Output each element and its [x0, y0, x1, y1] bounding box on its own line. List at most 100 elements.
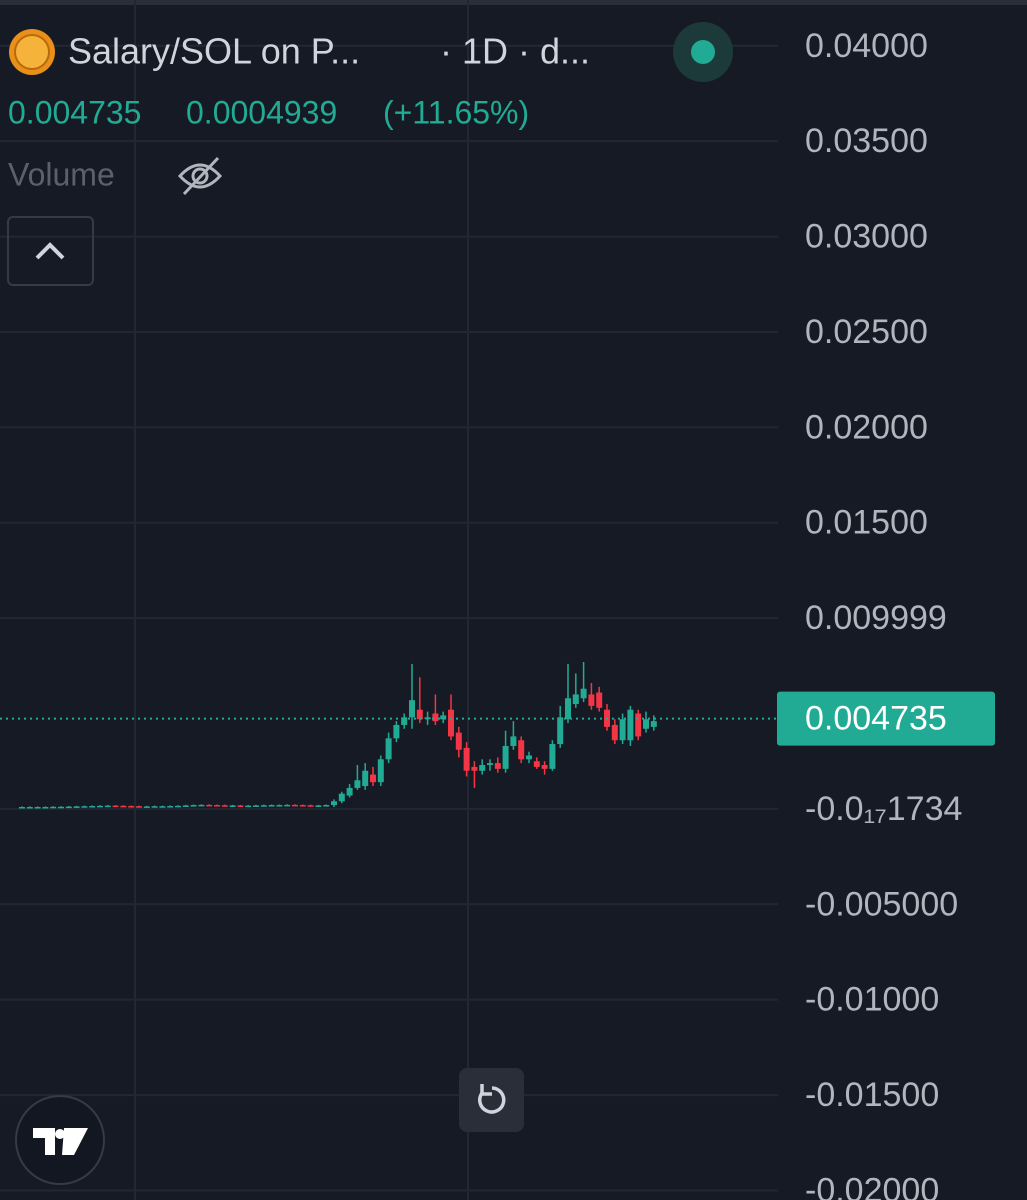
candle-body — [510, 736, 517, 746]
candle-body — [198, 804, 205, 807]
candle-body — [214, 805, 220, 807]
candle-body — [175, 805, 181, 808]
candle-body — [237, 805, 244, 807]
candle-body — [34, 806, 41, 809]
candle-body — [65, 806, 72, 809]
candle-body — [502, 745, 509, 769]
last-price: 0.004735 — [8, 94, 141, 130]
candle-body — [377, 759, 384, 783]
candle-body — [299, 805, 306, 807]
y-tick-label: 0.009999 — [805, 599, 947, 637]
candle-body — [354, 780, 361, 788]
candle-body — [362, 770, 369, 787]
candle-body — [549, 744, 556, 769]
candle-body — [650, 721, 657, 727]
candle-body — [73, 806, 80, 808]
candle-body — [159, 806, 166, 808]
candle-body — [401, 717, 408, 725]
candle-body — [323, 805, 330, 807]
candle-body — [393, 724, 400, 739]
candle-body — [58, 806, 64, 809]
price-label-box — [777, 691, 995, 746]
y-tick-label: 0.03500 — [805, 122, 928, 160]
hide-volume-icon[interactable] — [177, 156, 223, 196]
candle-body — [627, 709, 634, 741]
candle-body — [120, 805, 127, 808]
logo-dot — [55, 1129, 65, 1139]
candle-body — [97, 805, 103, 808]
candle-body — [416, 709, 423, 720]
candle-body — [463, 747, 470, 771]
reset-icon — [478, 1086, 506, 1114]
logo-button[interactable] — [15, 1095, 105, 1185]
candle-body — [338, 793, 345, 802]
price-change-percent: (+11.65%) — [383, 94, 529, 130]
candle-body — [143, 806, 150, 808]
candle-body — [619, 719, 626, 741]
status-dot — [691, 40, 715, 64]
candle-body — [440, 715, 447, 720]
y-tick-label: -0.01500 — [805, 1076, 939, 1114]
candle-body — [455, 732, 462, 750]
candle-body — [635, 713, 642, 737]
candle-body — [370, 774, 376, 783]
reset-icon-arrow — [480, 1084, 492, 1096]
candle-body — [292, 804, 298, 807]
interval[interactable]: · 1D · d... — [440, 31, 590, 72]
coin-icon-inner — [14, 34, 50, 70]
logo-mark — [33, 1128, 88, 1155]
y-tick-label: -0.01000 — [805, 981, 939, 1019]
candle-body — [307, 805, 314, 807]
candle-body — [471, 766, 478, 771]
symbol-title[interactable]: Salary/SOL on P... — [68, 31, 360, 72]
reset-button[interactable] — [459, 1068, 524, 1132]
y-tick-label: 0.03000 — [805, 218, 928, 256]
plot-area — [0, 44, 778, 1192]
candle-body — [229, 805, 236, 807]
candle-body — [557, 717, 564, 745]
candle-body — [611, 724, 618, 741]
candle-body — [284, 804, 291, 807]
candle-body — [245, 805, 252, 808]
candle-body — [260, 805, 267, 807]
candle-body — [112, 805, 119, 808]
y-tick-label: -0.02000 — [805, 1171, 939, 1200]
candle-body — [276, 805, 283, 807]
y-tick-label: 0.01500 — [805, 504, 928, 542]
candle-body — [588, 694, 595, 706]
collapse-button[interactable] — [7, 216, 94, 286]
volume-label: Volume — [8, 156, 115, 192]
y-tick-label: 0.02000 — [805, 408, 928, 446]
candle-body — [50, 806, 57, 809]
candle-body — [26, 806, 33, 809]
price-axis: 0.04000 0.03500 0.03000 0.02500 0.02000 0.015… — [777, 27, 995, 1200]
candle-body — [487, 763, 493, 766]
y-tick-label: -0.0₁₇1734 — [805, 790, 962, 828]
candle-body — [136, 806, 142, 808]
candle-body — [494, 763, 501, 769]
candle-body — [533, 761, 540, 767]
candle-body — [596, 692, 603, 708]
chevron-up-icon — [35, 242, 65, 260]
candle-body — [42, 806, 49, 809]
candle-body — [268, 805, 275, 807]
candle-body — [81, 806, 88, 808]
candle-body — [151, 806, 158, 808]
candle-body — [541, 765, 548, 769]
candle-body — [526, 755, 532, 760]
candle-body — [580, 688, 587, 699]
candle-body — [182, 805, 189, 807]
top-border — [0, 0, 1027, 5]
y-tick-label: 0.04000 — [805, 27, 928, 65]
candle-body — [104, 805, 111, 808]
candle-body — [190, 805, 197, 807]
y-tick-label: 0.02500 — [805, 313, 928, 351]
candle-body — [643, 719, 649, 729]
candle-body — [432, 713, 439, 722]
candle-body — [572, 694, 579, 704]
candle-body — [19, 806, 25, 809]
y-tick-label: -0.005000 — [805, 885, 958, 923]
candle-body — [315, 805, 322, 807]
